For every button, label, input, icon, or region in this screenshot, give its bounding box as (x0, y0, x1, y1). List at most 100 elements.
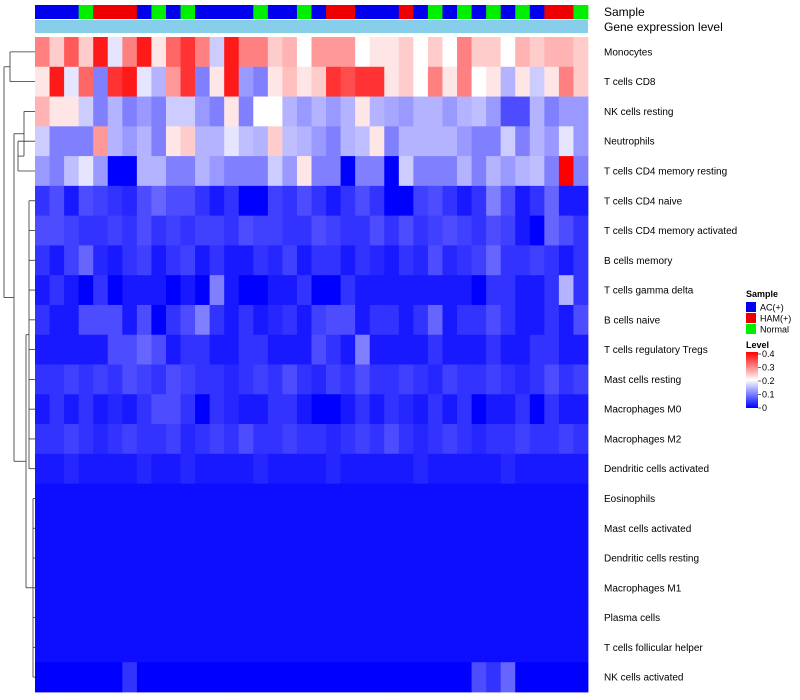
heatmap-cell (282, 483, 298, 514)
heatmap-cell (165, 572, 181, 604)
heatmap-cell (122, 543, 138, 574)
heatmap-cell (369, 364, 385, 395)
heatmap-cell (427, 572, 443, 604)
heatmap-cell (151, 513, 167, 544)
sample-cell (384, 5, 400, 19)
sample-cell (224, 5, 240, 19)
heatmap-cell (195, 334, 211, 365)
heatmap-cell (93, 632, 109, 663)
heatmap-cell (529, 156, 545, 187)
heatmap-cell (486, 304, 502, 336)
heatmap-cell (340, 483, 356, 514)
heatmap-cell (151, 245, 167, 276)
heatmap-cell (238, 37, 254, 68)
heatmap-cell (355, 37, 371, 68)
heatmap-cell (515, 37, 531, 68)
heatmap-cell (558, 215, 574, 246)
heatmap-cell (427, 96, 443, 127)
heatmap-cell (64, 394, 80, 425)
heatmap-cell (78, 394, 94, 425)
heatmap-cell (427, 602, 443, 633)
heatmap-cell (500, 513, 516, 544)
heatmap-cell (296, 572, 312, 604)
heatmap-cell (238, 245, 254, 276)
heatmap-cell (544, 424, 560, 455)
heatmap-cell (180, 126, 196, 157)
heatmap-cell (122, 334, 138, 365)
heatmap-cell (136, 394, 152, 425)
heatmap-cell (122, 424, 138, 455)
heatmap-cell (442, 543, 458, 574)
heatmap-cell (93, 424, 109, 455)
heatmap-cell (413, 334, 429, 365)
heatmap-cell (355, 572, 371, 604)
heatmap-cell (180, 632, 196, 663)
heatmap-cell (253, 543, 269, 574)
heatmap-cell (122, 304, 138, 336)
heatmap-cell (398, 453, 414, 484)
heatmap-cell (384, 513, 400, 544)
row-label: NK cells resting (604, 107, 673, 118)
heatmap-cell (107, 543, 123, 574)
sample-cell (107, 5, 123, 19)
heatmap-cell (180, 394, 196, 425)
heatmap-cell (296, 96, 312, 127)
heatmap-cell (35, 275, 50, 306)
heatmap-cell (340, 334, 356, 365)
heatmap-cell (122, 215, 138, 246)
heatmap-cell (573, 185, 589, 217)
heatmap-cell (49, 96, 65, 127)
heatmap-cell (209, 453, 225, 484)
heatmap-cell (136, 364, 152, 395)
heatmap-cell (442, 394, 458, 425)
heatmap-cell (151, 185, 167, 217)
heatmap-cell (398, 543, 414, 574)
heatmap-cell (311, 424, 327, 455)
heatmap-cell (326, 96, 342, 127)
heatmap-cell (64, 513, 80, 544)
heatmap-cell (136, 275, 152, 306)
heatmap-cell (486, 126, 502, 157)
heatmap-cell (224, 126, 240, 157)
heatmap-cell (122, 156, 138, 187)
heatmap-cell (49, 453, 65, 484)
sample-cell (457, 5, 472, 19)
heatmap-cell (209, 543, 225, 574)
heatmap-cell (457, 632, 472, 663)
heatmap-cell (326, 37, 342, 68)
heatmap-cell (296, 66, 312, 97)
heatmap-cell (224, 424, 240, 455)
sample-annotation-bar (35, 5, 589, 19)
heatmap-cell (107, 334, 123, 365)
heatmap-cell (122, 185, 138, 217)
heatmap-cell (35, 334, 50, 365)
heatmap-cell (471, 572, 487, 604)
heatmap-cell (224, 513, 240, 544)
heatmap-cell (296, 304, 312, 336)
heatmap-cell (515, 632, 531, 663)
heatmap-cell (500, 245, 516, 276)
legend-level-colorbar (746, 352, 758, 408)
heatmap-cell (573, 215, 589, 246)
heatmap-cell (224, 602, 240, 633)
heatmap-cell (398, 66, 414, 97)
heatmap-cell (355, 543, 371, 574)
heatmap-cell (398, 304, 414, 336)
heatmap-cell (413, 304, 429, 336)
heatmap-cell (253, 364, 269, 395)
heatmap-cell (180, 96, 196, 127)
heatmap-cell (253, 37, 269, 68)
heatmap-cell (427, 275, 443, 306)
heatmap-cell (326, 632, 342, 663)
heatmap-cell (413, 572, 429, 604)
heatmap-cell (267, 602, 283, 633)
heatmap-cell (78, 185, 94, 217)
heatmap-cell (442, 364, 458, 395)
heatmap-cell (398, 483, 414, 514)
heatmap-cell (326, 483, 342, 514)
heatmap-cell (136, 245, 152, 276)
sample-cell (78, 5, 94, 19)
heatmap-cell (558, 364, 574, 395)
row-label: T cells CD4 naive (604, 196, 683, 207)
